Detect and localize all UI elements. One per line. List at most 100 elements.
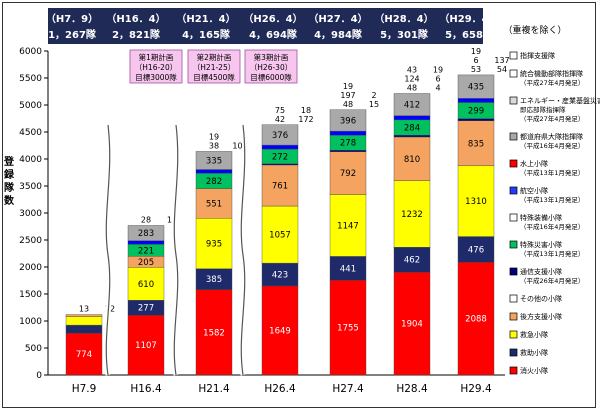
bar-value-label: 2088: [465, 315, 487, 325]
bar-value-label: 1904: [401, 320, 423, 330]
legend-sublabel: （平成16年4月発足）: [520, 222, 584, 231]
header-date: （H29．4）: [439, 12, 498, 25]
y-axis-label-char: 数: [4, 194, 15, 207]
bar-value-label: 610: [138, 280, 154, 290]
plan-period: （H26-30）: [250, 63, 292, 72]
bar-segment: [261, 285, 299, 376]
bar-value-label: 1147: [337, 221, 359, 231]
legend-label: 救急小隊: [520, 330, 548, 339]
legend-swatch: [509, 186, 518, 195]
plan-box: [244, 49, 298, 84]
bar-segment: [261, 124, 299, 146]
category-label: H16.4: [130, 383, 162, 395]
y-tick-label: 0: [36, 371, 42, 381]
bar-value-label: 423: [272, 271, 288, 281]
axis-break: [105, 124, 111, 376]
bar-segment: [65, 314, 103, 317]
top-small-label: 53: [471, 65, 481, 74]
bar-segment: [457, 236, 495, 263]
plan-target: 目標4500隊: [193, 72, 235, 82]
bar-segment: [329, 130, 367, 136]
bar-segment: [261, 205, 299, 264]
category-label: H21.4: [198, 383, 230, 395]
y-tick-label: 6000: [19, 47, 42, 57]
category-label: H26.4: [264, 383, 296, 395]
bar-segment: [393, 271, 431, 376]
top-small-label: 18: [301, 106, 311, 115]
legend-label: 後方支援小隊: [520, 312, 562, 321]
bar-segment: [195, 151, 233, 170]
bar-value-label: 282: [206, 177, 222, 187]
bar-value-label: 221: [138, 246, 154, 256]
y-axis-label-char: 登: [3, 155, 15, 168]
bar-value-label: 205: [138, 258, 154, 268]
bar-value-label: 1755: [337, 324, 359, 334]
legend-swatch: [509, 330, 518, 339]
header-count: 4，165隊: [182, 28, 231, 41]
legend-sublabel: （平成13年1月発足）: [520, 168, 584, 177]
legend-swatch: [509, 294, 518, 303]
plan-name: 第1期計画: [139, 52, 174, 62]
bar-value-label: 299: [468, 107, 484, 117]
legend-sublabel: （平成26年4月発足）: [520, 276, 584, 285]
legend-label: 統合機動部隊指揮隊: [520, 69, 583, 78]
y-tick-label: 5000: [19, 101, 42, 111]
category-label: H29.4: [460, 383, 492, 395]
plan-target: 目標3000隊: [135, 72, 177, 82]
bar-value-label: 435: [468, 83, 484, 93]
top-small-label: 108: [232, 141, 247, 150]
bar-value-label: 272: [272, 152, 288, 162]
legend-sublabel: （平成13年1月発足）: [520, 249, 584, 258]
legend-label: その他の小隊: [520, 294, 562, 303]
dedup-note: （重複を除く）: [503, 24, 566, 36]
top-small-label: 15: [369, 100, 379, 109]
top-small-label: 43: [407, 65, 417, 74]
header-band: [48, 8, 483, 44]
plan-target: 目標6000隊: [250, 72, 292, 82]
bar-segment: [457, 118, 495, 121]
top-small-label: 124: [404, 74, 419, 83]
bar-segment: [393, 180, 431, 248]
bar-value-label: 441: [340, 264, 356, 274]
top-small-label: 19: [433, 65, 443, 74]
y-tick-label: 500: [25, 344, 42, 354]
bar-segment: [195, 169, 233, 174]
legend-label: 水上小隊: [520, 159, 548, 168]
bar-segment: [195, 289, 233, 376]
bar-segment: [127, 315, 165, 376]
bar-value-label: 335: [206, 156, 222, 166]
y-tick-label: 2500: [19, 236, 42, 246]
bar-segment: [393, 115, 431, 121]
legend-label: 消火小隊: [520, 366, 548, 375]
bar-value-label: 835: [468, 139, 484, 149]
bar-value-label: 1057: [269, 231, 291, 241]
bar-segment: [261, 144, 299, 150]
top-small-label: 172: [298, 115, 313, 124]
bar-value-label: 810: [404, 155, 420, 165]
y-tick-label: 3000: [19, 209, 42, 219]
bar-segment: [127, 225, 165, 241]
top-small-label: 48: [407, 83, 417, 92]
top-small-label: 13: [79, 305, 89, 314]
bar-segment: [457, 165, 495, 237]
legend-label: 航空小隊: [520, 186, 548, 195]
bar-value-label: 283: [138, 229, 154, 239]
legend-swatch: [509, 366, 518, 375]
legend-swatch: [509, 240, 518, 249]
top-small-label: 75: [275, 106, 285, 115]
bar-segment: [329, 194, 367, 257]
legend-label: 指揮支援隊: [520, 51, 555, 60]
header-date: （H27．4）: [308, 12, 367, 25]
bar-segment: [195, 218, 233, 269]
bar-value-label: 774: [76, 350, 92, 360]
header-date: （H28．4）: [374, 12, 433, 25]
category-label: H28.4: [396, 383, 428, 395]
bar-segment: [393, 136, 431, 181]
legend-sublabel: （平成13年1月発足）: [520, 195, 584, 204]
legend-label: 都道府県大隊指揮隊: [520, 132, 583, 141]
legend-label: 通信支援小隊: [520, 267, 562, 276]
top-small-label: 54: [497, 65, 507, 74]
bar-segment: [393, 93, 431, 116]
bar-segment: [393, 247, 431, 273]
top-small-label: 2: [371, 91, 376, 100]
